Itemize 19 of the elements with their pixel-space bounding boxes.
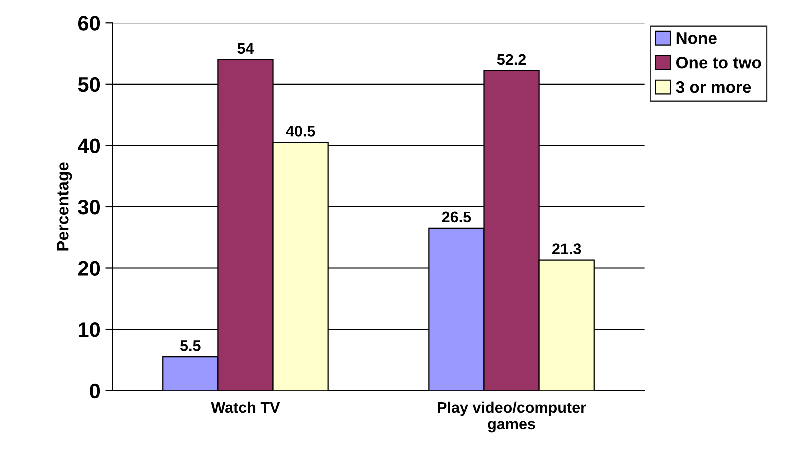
data-label: 40.5 [286,126,316,137]
y-tick-label: 40 [78,138,100,154]
x-tick-label: Watch TV [211,402,280,414]
data-label: 54 [238,43,254,54]
y-tick-label: 10 [79,322,100,338]
y-axis-title: Percentage [57,162,72,251]
data-label: 26.5 [442,212,472,223]
y-tick-label: 50 [78,77,100,92]
data-label: 21.3 [552,244,582,255]
legend-label: None [676,32,717,44]
data-label: 52.2 [497,54,526,66]
legend-label: 3 or more [676,81,752,94]
x-tick-label: Play video/computer games [438,402,586,433]
y-tick-label: 30 [78,200,100,215]
data-label: 5.5 [180,340,201,352]
legend-label: One to two [676,56,762,69]
y-tick-label: 20 [78,261,100,276]
y-tick-label: 60 [78,16,100,31]
y-tick-label: 0 [90,384,100,399]
